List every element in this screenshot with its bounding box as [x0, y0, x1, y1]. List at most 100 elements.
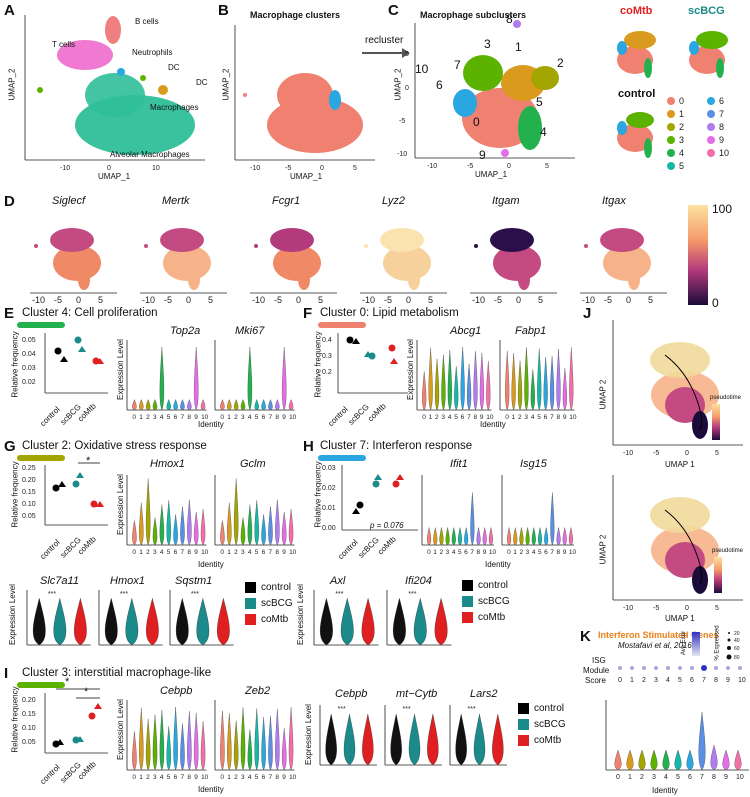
- panel-f-gene-fabp1: Fabp1: [515, 325, 547, 337]
- panel-e-identity: Identity: [198, 420, 224, 429]
- panel-e-violins-xtick-1-1: 1: [227, 414, 231, 421]
- panel-e-violins-violin-0-1: [139, 399, 144, 411]
- panel-g-violins-plot-1: 0 1 2 3 4 5 6 7 8 9 10: [214, 475, 296, 556]
- panel-g-identity: Identity: [198, 560, 224, 569]
- legend-g-swatch-control: [245, 582, 256, 593]
- panel-j-top-xtick-3: 5: [715, 450, 719, 457]
- label-t-cells: T cells: [52, 40, 75, 49]
- panel-k-dot-xtick-7: 7: [702, 677, 706, 684]
- panel-c-xtick-3: 5: [545, 163, 549, 170]
- panel-i-right-violins-plot-2: ***: [449, 705, 507, 766]
- panel-e-violins-violin-1-2: [233, 399, 238, 411]
- panel-k-dot-4: [666, 666, 670, 670]
- panel-e-gene-top2a: Top2a: [170, 325, 201, 337]
- panel-d-xtick-3-1: -5: [384, 295, 392, 305]
- panel-i-violins-violin-1-2: [233, 720, 238, 771]
- panel-i-violins-xtick-1-4: 4: [247, 774, 251, 781]
- panel-e-violins-violin-0-4: [159, 346, 165, 411]
- panel-i-right-violins-plot-0: ***: [319, 705, 377, 766]
- panel-i-violins-xtick-0-0: 0: [132, 774, 136, 781]
- panel-i-violins-xtick-1-6: 6: [261, 774, 265, 781]
- cluster-legend-label-5: 5: [679, 161, 684, 171]
- panel-e-violins-violin-1-1: [226, 399, 232, 411]
- panel-b-umap: -10 -5 0 5: [234, 25, 375, 172]
- panel-k-title: Interferon Stimulated Genes: [598, 630, 719, 640]
- panel-i-violins-xtick-1-2: 2: [234, 774, 238, 781]
- panel-f-violins-xtick-1-7: 7: [550, 414, 554, 421]
- panel-c-ytick-2: -5: [399, 118, 405, 125]
- panel-e-letter: E: [4, 305, 15, 322]
- panel-i-violins-xtick-1-5: 5: [254, 774, 258, 781]
- panel-h-bottom-violins-violin-1-coMtb: [434, 598, 447, 646]
- panel-k-pct-3: 80: [734, 655, 740, 661]
- panel-f-violins-xtick-0-10: 10: [486, 414, 494, 421]
- panel-d-xtick-5-0: -10: [582, 295, 595, 305]
- small-umap-control: [617, 112, 654, 158]
- panel-f-violins-violin-0-7: [466, 363, 472, 411]
- panel-f-violins-violin-1-7: [549, 356, 554, 411]
- panel-c-umap: 5 0 -5 -10 -10 -5 0 5: [397, 20, 575, 170]
- panel-h-violins-xtick-1-1: 1: [513, 549, 517, 556]
- legend-h-swatch-control: [462, 580, 473, 591]
- panel-h-violins-xtick-1-0: 0: [507, 549, 511, 556]
- panel-c-letter: C: [388, 2, 399, 19]
- panel-j-bottom-xtick-0: -10: [623, 605, 633, 612]
- cluster-legend-swatch-3: [667, 136, 675, 144]
- panel-g-violins-violin-1-0: [219, 520, 225, 546]
- panel-e-violins-violin-1-7: [267, 399, 273, 411]
- panel-i-right-violins-violin-2-coMtb: [492, 713, 504, 766]
- color-scale-min: 0: [712, 296, 719, 310]
- panel-i-right-violins-violin-2-control: [455, 713, 467, 766]
- panel-d-xtick-2-0: -10: [252, 295, 265, 305]
- panel-a-letter: A: [4, 2, 15, 19]
- panel-g-bottom-violins-violin-0-scBCG: [53, 598, 67, 646]
- panel-h-violins-xtick-1-7: 7: [550, 549, 554, 556]
- panel-i-violins-violin-1-7: [267, 716, 273, 771]
- panel-h-bottom-gene-axl: Axl: [330, 575, 346, 587]
- panel-h-ytick-2: 0.01: [322, 505, 336, 512]
- panel-k-violin-8: [710, 744, 718, 771]
- panel-i-violins-violin-1-0: [219, 710, 225, 771]
- panel-g-bottom-violins-stars-1: ***: [119, 591, 127, 598]
- panel-f-violins-xtick-1-0: 0: [505, 414, 509, 421]
- panel-i-violins-violin-1-3: [240, 707, 245, 771]
- panel-d-xtick-3-0: -10: [362, 295, 375, 305]
- legend-i-swatch-coMtb: [518, 735, 529, 746]
- panel-k-pct-legend: 20 40 60 80: [726, 631, 740, 661]
- panel-c-ytick-0: 5: [405, 51, 409, 58]
- panel-b-xtick-1: -5: [285, 165, 291, 172]
- panel-g-violins-xtick-1-5: 5: [254, 549, 258, 556]
- panel-d-xtick-3-2: 0: [406, 295, 411, 305]
- panel-k-violin-9: [722, 749, 730, 771]
- cluster-legend-label-1: 1: [679, 109, 684, 119]
- panel-i-violins-xtick-1-7: 7: [268, 774, 272, 781]
- panel-c-ytick-1: 0: [405, 85, 409, 92]
- panel-d-featureplot-1: -10 -5 0 5: [140, 228, 227, 305]
- panel-f-expr-label: Expression Level: [405, 339, 415, 400]
- panel-k-dot-9: [726, 666, 730, 670]
- panel-h-violins-violin-0-0: [427, 527, 432, 546]
- panel-g-violins-plot-0: 0 1 2 3 4 5 6 7 8 9 10: [126, 475, 209, 556]
- panel-g-violins-xtick-0-6: 6: [174, 549, 178, 556]
- panel-d-gene-4: Itgam: [492, 195, 520, 207]
- panel-h-violins-violin-1-2: [519, 527, 524, 546]
- panel-j-pseudotime-umap-2: -10 -5 0 5: [612, 475, 743, 612]
- panel-g-violins-violin-1-7: [267, 506, 273, 546]
- panel-d-xtick-0-1: -5: [54, 295, 62, 305]
- panel-i-right-gene-mtcytb: mt−Cytb: [396, 688, 438, 700]
- panel-f-violins-xtick-0-0: 0: [422, 414, 426, 421]
- panel-i-violins-xtick-1-9: 9: [282, 774, 286, 781]
- panel-i-violins-xtick-0-9: 9: [194, 774, 198, 781]
- panel-g-violins-violin-0-8: [187, 499, 192, 546]
- panel-f-violins-violin-1-10: [568, 347, 573, 411]
- panel-e-violins-xtick-1-10: 10: [289, 414, 297, 421]
- panel-b-ylabel: UMAP_2: [221, 68, 231, 101]
- panel-f-ytick-1: 0.3: [322, 353, 332, 360]
- panel-c-title: Macrophage subclusters: [420, 10, 527, 20]
- panel-g-violins-violin-0-6: [173, 514, 178, 546]
- panel-k-avg-expr-bar: [692, 632, 700, 656]
- panel-f-violins-xtick-0-5: 5: [454, 414, 458, 421]
- panel-e-violins-violin-0-6: [173, 399, 178, 411]
- panel-d-xtick-1-3: 5: [208, 295, 213, 305]
- panel-g-violins-violin-1-1: [226, 502, 232, 546]
